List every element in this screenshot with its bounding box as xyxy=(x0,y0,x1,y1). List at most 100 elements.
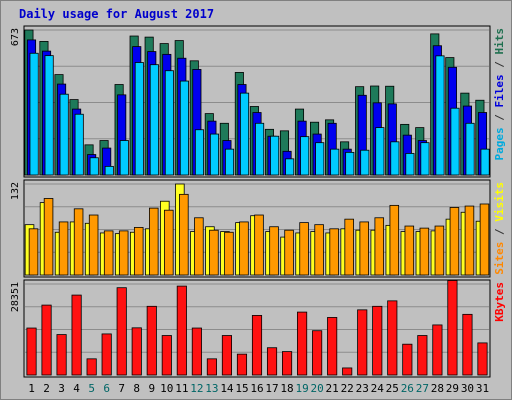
bar-kbytes-day-6 xyxy=(101,333,112,376)
y-max-label: 132 xyxy=(10,182,21,200)
bar-kbytes-day-13 xyxy=(206,358,217,376)
series-legend-label: Pages / Files / Hits xyxy=(493,28,506,161)
bar-kbytes-day-5 xyxy=(86,358,97,376)
bar-sites-day-8 xyxy=(133,227,144,276)
x-tick-label: 10 xyxy=(160,382,173,395)
bar-pages-day-1 xyxy=(29,52,39,176)
x-tick-label: 15 xyxy=(235,382,248,395)
bar-sites-day-12 xyxy=(194,217,204,276)
bar-sites-day-23 xyxy=(359,221,369,276)
bar-pages-day-22 xyxy=(345,151,355,176)
x-tick-label: 31 xyxy=(476,382,489,395)
bar-kbytes-day-29 xyxy=(447,280,458,376)
bar-pages-day-23 xyxy=(360,149,370,176)
x-tick-label: 13 xyxy=(205,382,218,395)
bar-pages-day-29 xyxy=(450,107,460,176)
x-tick-label: 19 xyxy=(295,382,308,395)
y-max-label: 673 xyxy=(10,28,21,46)
x-tick-label: 6 xyxy=(103,382,110,395)
bar-sites-day-18 xyxy=(284,229,294,276)
bar-pages-day-30 xyxy=(465,122,475,176)
bar-sites-day-27 xyxy=(419,227,430,276)
legend-part: / xyxy=(493,222,506,242)
legend-part: KBytes xyxy=(493,282,506,322)
bar-sites-day-19 xyxy=(299,222,309,276)
bar-pages-day-9 xyxy=(149,64,159,176)
bar-kbytes-day-21 xyxy=(327,317,338,376)
x-tick-label: 12 xyxy=(190,382,203,395)
bar-pages-day-17 xyxy=(270,135,280,176)
bar-pages-day-18 xyxy=(285,158,295,176)
bar-pages-day-10 xyxy=(164,70,174,176)
bar-sites-day-20 xyxy=(314,224,324,276)
bar-kbytes-day-25 xyxy=(387,300,398,376)
legend-part: / xyxy=(493,55,506,75)
bar-sites-day-30 xyxy=(464,205,475,276)
x-tick-label: 11 xyxy=(175,382,188,395)
bar-sites-day-29 xyxy=(449,207,460,276)
bar-kbytes-day-8 xyxy=(131,327,142,376)
x-tick-label: 9 xyxy=(148,382,155,395)
bar-kbytes-day-14 xyxy=(221,335,232,376)
legend-part: Visits xyxy=(493,182,506,222)
legend-part: Files xyxy=(493,74,506,107)
x-tick-label: 1 xyxy=(28,382,35,395)
bar-pages-day-24 xyxy=(375,127,385,176)
bar-kbytes-day-31 xyxy=(477,342,488,376)
panel-3: 28351 KBytes xyxy=(10,279,506,378)
bar-sites-day-6 xyxy=(103,230,114,276)
bar-pages-day-5 xyxy=(89,157,99,176)
x-tick-label: 17 xyxy=(265,382,278,395)
bar-sites-day-26 xyxy=(404,225,415,276)
bar-sites-day-9 xyxy=(149,207,159,276)
x-tick-label: 5 xyxy=(88,382,95,395)
bar-sites-day-25 xyxy=(389,204,400,276)
panel-2: 132 Sites / Visits xyxy=(10,179,506,278)
bar-pages-day-13 xyxy=(209,133,220,176)
legend-part: / xyxy=(493,108,506,128)
bar-pages-day-28 xyxy=(435,55,445,176)
bar-pages-day-21 xyxy=(330,148,340,176)
x-tick-label: 8 xyxy=(133,382,140,395)
x-axis-labels: 1 2 3 4 5 6 7 8 9 10 11 12 13 14 15 16 17 18 19 20 21 22 23 24 2… xyxy=(28,382,489,395)
x-tick-label: 27 xyxy=(416,382,429,395)
x-tick-label: 23 xyxy=(356,382,369,395)
bar-kbytes-day-17 xyxy=(266,347,278,376)
bar-pages-day-15 xyxy=(240,92,250,176)
bar-sites-day-24 xyxy=(374,217,385,276)
x-tick-label: 22 xyxy=(341,382,354,395)
x-tick-label: 18 xyxy=(280,382,293,395)
bar-kbytes-day-26 xyxy=(402,343,413,376)
bar-sites-day-28 xyxy=(434,225,445,276)
bar-kbytes-day-19 xyxy=(297,311,308,376)
chart-title: Daily usage for August 2017 xyxy=(19,7,214,21)
bar-sites-day-2 xyxy=(43,198,54,276)
bar-pages-day-12 xyxy=(194,129,205,176)
bar-sites-day-31 xyxy=(479,203,490,276)
bar-sites-day-5 xyxy=(88,214,99,276)
x-tick-label: 25 xyxy=(386,382,399,395)
bar-pages-day-19 xyxy=(300,136,310,176)
bar-sites-day-11 xyxy=(179,193,189,276)
x-tick-label: 26 xyxy=(401,382,414,395)
x-tick-label: 2 xyxy=(43,382,50,395)
bar-kbytes-day-16 xyxy=(251,315,263,376)
x-tick-label: 3 xyxy=(58,382,65,395)
bar-kbytes-day-23 xyxy=(357,309,368,376)
bar-sites-day-10 xyxy=(164,209,174,276)
x-tick-label: 29 xyxy=(446,382,459,395)
bar-kbytes-day-27 xyxy=(417,335,428,376)
bar-pages-day-6 xyxy=(104,165,114,176)
bar-kbytes-day-1 xyxy=(26,327,37,376)
bar-sites-day-7 xyxy=(118,230,129,276)
x-tick-label: 14 xyxy=(220,382,234,395)
bar-kbytes-day-2 xyxy=(41,304,52,376)
bar-pages-day-7 xyxy=(119,140,129,176)
x-tick-label: 20 xyxy=(311,382,324,395)
bar-sites-day-14 xyxy=(224,231,234,276)
legend-part: Sites xyxy=(493,242,506,275)
bar-sites-day-3 xyxy=(58,221,69,276)
x-tick-label: 4 xyxy=(73,382,80,395)
series-legend-label: Sites / Visits xyxy=(493,182,506,275)
